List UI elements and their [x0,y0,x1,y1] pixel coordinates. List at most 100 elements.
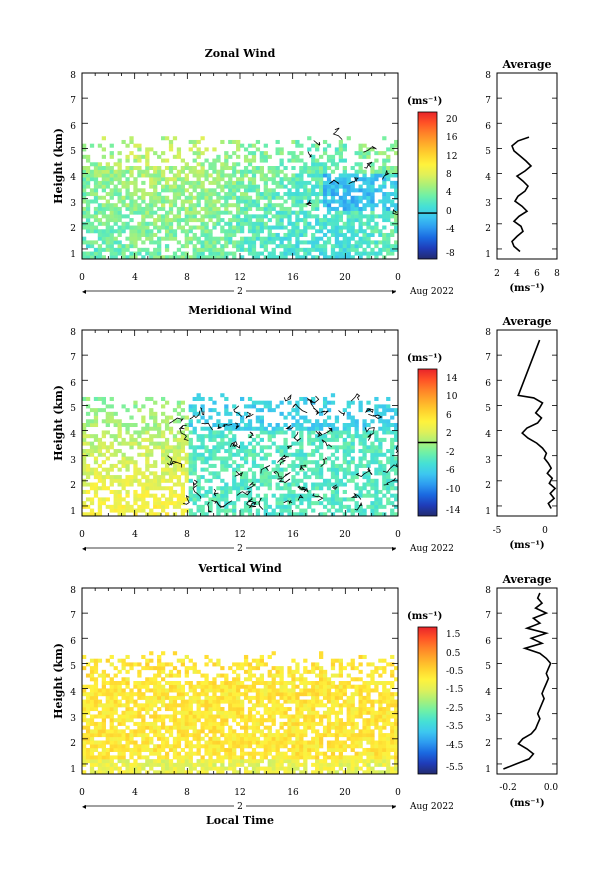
heatmap-cell [303,766,308,771]
heatmap-cell [149,184,154,189]
heatmap-cell [326,508,332,513]
heatmap-cell [299,396,304,401]
heatmap-cell [283,504,288,509]
heatmap-cell [346,662,351,667]
heatmap-cell [295,714,300,719]
heatmap-cell [334,729,340,734]
heatmap-cell [386,173,391,178]
heatmap-cell [267,251,272,256]
heatmap-cell [85,404,91,409]
heatmap-cell [394,203,399,208]
heatmap-cell [117,684,122,689]
heatmap-cell [259,681,264,686]
heatmap-cell [259,699,264,704]
heatmap-cell [303,688,308,693]
heatmap-cell [279,759,284,764]
profile-x-tick-label: 2 [494,269,500,279]
heatmap-cell [366,504,371,509]
heatmap-cell [161,508,166,513]
heatmap-cell [168,449,174,454]
heatmap-cell [267,478,272,483]
heatmap-cell [315,247,320,252]
heatmap-cell [204,247,209,252]
heatmap-cell [105,755,110,760]
heatmap-cell [196,437,201,442]
heatmap-cell [97,714,103,719]
heatmap-cell [216,192,221,197]
contour-line [286,445,293,449]
heatmap-cell [370,508,375,513]
heatmap-cell [350,695,355,700]
heatmap-cell [291,434,296,439]
heatmap-cell [326,770,332,775]
heatmap-cell [303,456,308,461]
heatmap-cell [279,721,284,726]
heatmap-cell [370,214,375,219]
heatmap-cell [342,147,347,152]
heatmap-cell [366,236,371,241]
heatmap-cell [354,504,359,509]
heatmap-cell [133,192,138,197]
heatmap-cell [283,173,288,178]
heatmap-cell [267,762,272,767]
heatmap-cell [275,692,280,697]
heatmap-cell [291,493,296,498]
heatmap-cell [141,744,146,749]
heatmap-cell [279,666,284,671]
contour-line [230,441,238,448]
heatmap-cell [164,400,170,405]
heatmap-cell [188,703,193,708]
heatmap-cell [283,699,288,704]
heatmap-cell [390,247,395,252]
heatmap-cell [303,471,308,476]
heatmap-cell [271,718,276,723]
heatmap-cell [354,482,359,487]
contour-line [300,464,307,467]
heatmap-cell [319,434,324,439]
heatmap-cell [350,755,355,760]
heatmap-cell [291,740,296,745]
heatmap-cell [109,467,114,472]
date-bar-left-arrow: ◂ [82,287,86,296]
heatmap-cell [208,695,213,700]
heatmap-cell [358,184,363,189]
heatmap-cell [196,192,201,197]
heatmap-cell [243,654,249,659]
heatmap-cell [204,445,209,450]
heatmap-cell [161,136,166,141]
heatmap-cell [319,229,324,234]
heatmap-cell [271,755,276,760]
heatmap-cell [188,206,193,211]
heatmap-cell [137,452,142,457]
heatmap-cell [149,651,154,656]
heatmap-cell [129,441,134,446]
heatmap-cell [168,143,174,148]
heatmap-cell [271,467,276,472]
heatmap-cell [319,703,324,708]
heatmap-cell [232,770,237,775]
heatmap-cell [354,203,359,208]
contour-line [246,481,256,490]
month-label: Aug 2022 [409,287,454,297]
heatmap-cell [307,426,312,431]
heatmap-cell [180,755,185,760]
heatmap-cell [338,747,343,752]
heatmap-cell [358,151,363,156]
heatmap-cell [141,192,146,197]
heatmap-cell [267,471,272,476]
heatmap-cell [85,169,91,174]
heatmap-cell [382,166,387,171]
heatmap-cell [208,449,213,454]
heatmap-cell [141,475,146,480]
heatmap-cell [220,162,225,167]
heatmap-cell [113,736,118,741]
heatmap-cell [279,240,284,245]
heatmap-cell [243,158,249,163]
heatmap-cell [161,430,166,435]
heatmap-cell [192,733,197,738]
colorbar-tick-label: 0 [446,207,452,217]
heatmap-cell [180,218,185,223]
heatmap-cell [129,740,134,745]
heatmap-cell [322,497,328,502]
heatmap-cell [287,206,292,211]
